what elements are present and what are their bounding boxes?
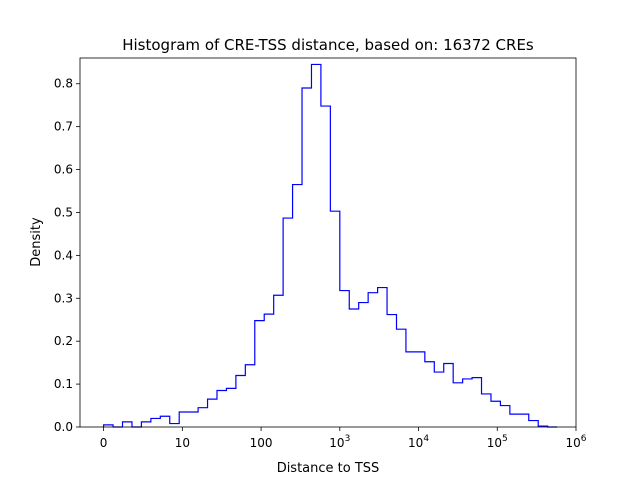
y-tick-label: 0.5 bbox=[54, 205, 73, 219]
x-tick-label: 0 bbox=[100, 436, 108, 450]
x-tick-exponent: 3 bbox=[345, 434, 351, 444]
y-tick-label: 0.4 bbox=[54, 248, 73, 262]
y-axis-ticks: 0.0 0.1 0.2 0.3 0.4 0.5 0.6 0.7 0.8 bbox=[54, 77, 80, 434]
y-tick-label: 0.7 bbox=[54, 120, 73, 134]
y-axis-label: Density bbox=[29, 217, 44, 267]
y-tick-label: 0.1 bbox=[54, 377, 73, 391]
x-tick-exponent: 4 bbox=[423, 434, 429, 444]
y-tick-label: 0.0 bbox=[54, 420, 73, 434]
y-tick-label: 0.6 bbox=[54, 163, 73, 177]
x-tick-label: 100 bbox=[250, 436, 273, 450]
x-tick-exponent: 6 bbox=[581, 434, 587, 444]
x-tick-label: 10 bbox=[175, 436, 190, 450]
histogram-step-line bbox=[103, 63, 558, 428]
y-tick-label: 0.3 bbox=[54, 291, 73, 305]
y-tick-label: 0.2 bbox=[54, 334, 73, 348]
plot-frame bbox=[79, 57, 577, 428]
x-axis-label: Distance to TSS bbox=[277, 461, 380, 476]
chart-title: Histogram of CRE-TSS distance, based on:… bbox=[122, 36, 534, 54]
x-tick-exponent: 5 bbox=[502, 434, 508, 444]
y-tick-label: 0.8 bbox=[54, 77, 73, 91]
